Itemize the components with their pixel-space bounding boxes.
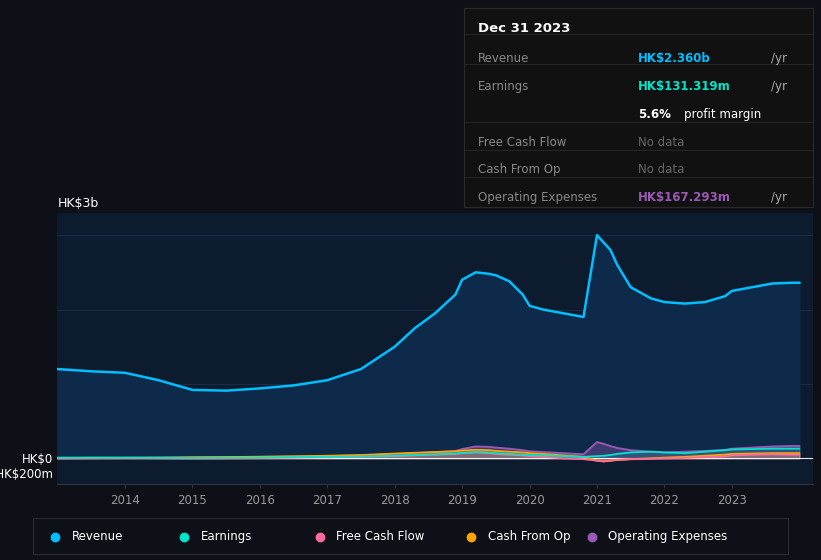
Text: Revenue: Revenue	[478, 52, 530, 65]
Text: profit margin: profit margin	[684, 108, 761, 121]
Text: Cash From Op: Cash From Op	[478, 164, 560, 176]
Text: /yr: /yr	[771, 192, 787, 204]
Text: Free Cash Flow: Free Cash Flow	[337, 530, 424, 543]
Text: Operating Expenses: Operating Expenses	[608, 530, 727, 543]
Text: Earnings: Earnings	[478, 80, 530, 93]
Text: Free Cash Flow: Free Cash Flow	[478, 136, 566, 148]
Text: No data: No data	[639, 164, 685, 176]
Text: Dec 31 2023: Dec 31 2023	[478, 22, 571, 35]
Text: HK$2.360b: HK$2.360b	[639, 52, 711, 65]
Text: No data: No data	[639, 136, 685, 148]
Text: HK$167.293m: HK$167.293m	[639, 192, 732, 204]
Text: Earnings: Earnings	[200, 530, 252, 543]
Text: Revenue: Revenue	[72, 530, 123, 543]
Text: HK$3b: HK$3b	[57, 197, 99, 210]
Text: Cash From Op: Cash From Op	[488, 530, 570, 543]
Text: /yr: /yr	[771, 80, 787, 93]
Text: Operating Expenses: Operating Expenses	[478, 192, 597, 204]
Text: HK$131.319m: HK$131.319m	[639, 80, 731, 93]
Text: /yr: /yr	[771, 52, 787, 65]
Text: 5.6%: 5.6%	[639, 108, 672, 121]
